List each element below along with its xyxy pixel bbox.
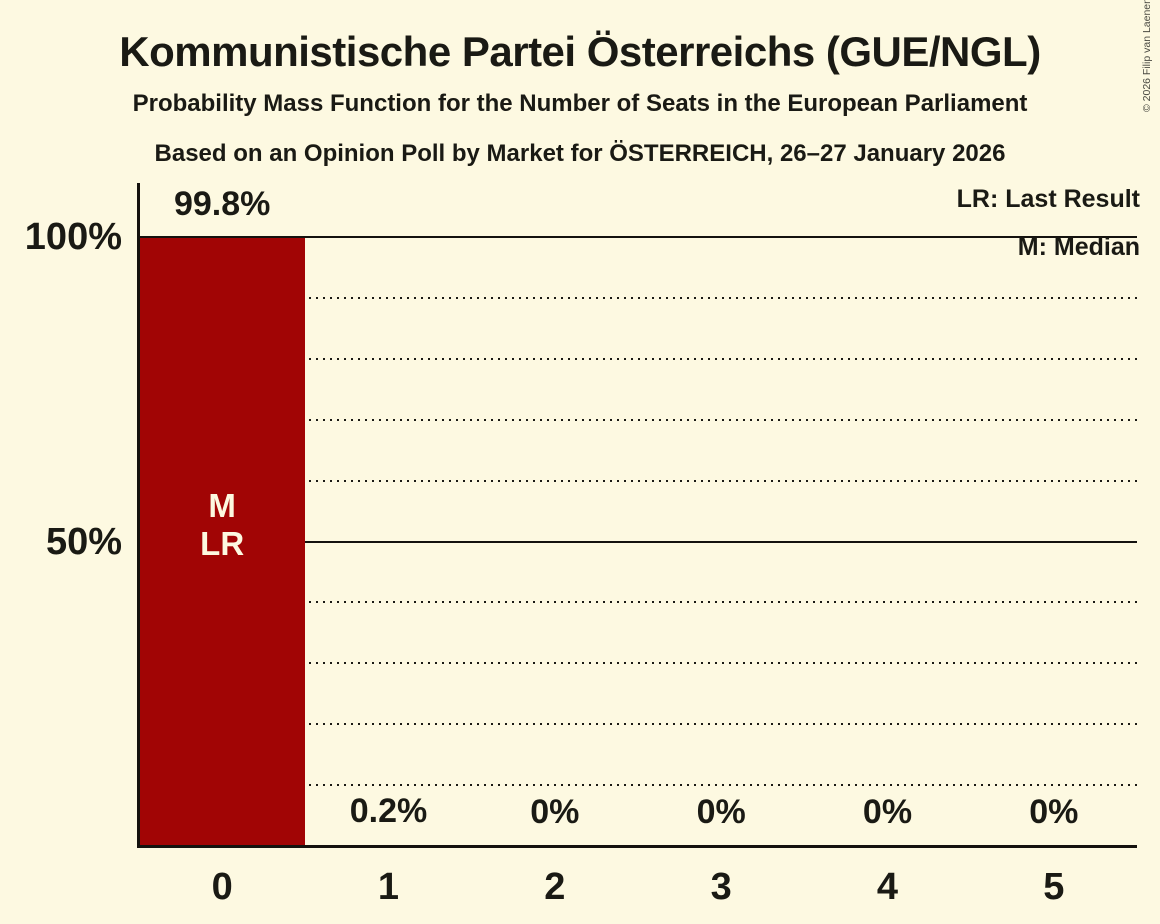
gridline-10pct — [141, 784, 1137, 787]
value-label-seats-2: 0% — [530, 793, 580, 831]
bar-annotation-line-lr: LR — [200, 525, 245, 562]
x-tick-label-4: 4 — [876, 866, 899, 908]
gridline-90pct — [141, 296, 1137, 299]
value-label-seats-1: 0.2% — [349, 792, 428, 830]
value-label-seats-4: 0% — [862, 793, 913, 831]
major-gridline-100pct — [139, 236, 1137, 238]
poll-source-line: Based on an Opinion Poll by Market for Ö… — [154, 140, 1006, 167]
chart-legend: LR: Last Result M: Median — [957, 175, 1140, 271]
y-tick-label-100: 100% — [24, 216, 122, 258]
bar-seats-0 — [140, 238, 306, 846]
x-axis-line — [137, 845, 1137, 848]
gridline-60pct — [141, 479, 1137, 482]
gridline-20pct — [141, 723, 1137, 726]
value-label-seats-3: 0% — [696, 793, 746, 831]
x-tick-label-2: 2 — [544, 866, 566, 908]
x-tick-label-3: 3 — [710, 866, 732, 908]
y-tick-label-50: 50% — [45, 520, 122, 563]
major-gridline-50pct — [139, 540, 1137, 543]
y-axis-line — [137, 183, 140, 848]
bar-annotation-line-m: M — [208, 487, 236, 524]
x-tick-label-5: 5 — [1043, 866, 1065, 908]
x-tick-label-0: 0 — [211, 866, 233, 908]
value-label-seats-5: 0% — [1029, 793, 1079, 831]
x-tick-label-1: 1 — [377, 866, 400, 908]
gridline-30pct — [141, 662, 1137, 665]
gridline-70pct — [141, 418, 1137, 421]
page-title: Kommunistische Partei Österreichs (GUE/N… — [119, 28, 1041, 75]
legend-last-result: LR: Last Result — [956, 185, 1140, 213]
value-label-seats-0: 99.8% — [173, 185, 271, 223]
legend-median: M: Median — [1017, 233, 1140, 261]
bar-annotation-median-lastresult: M LR — [139, 487, 305, 563]
gridline-80pct — [141, 357, 1137, 360]
gridline-40pct — [141, 601, 1137, 604]
chart-subtitle: Probability Mass Function for the Number… — [132, 90, 1028, 117]
